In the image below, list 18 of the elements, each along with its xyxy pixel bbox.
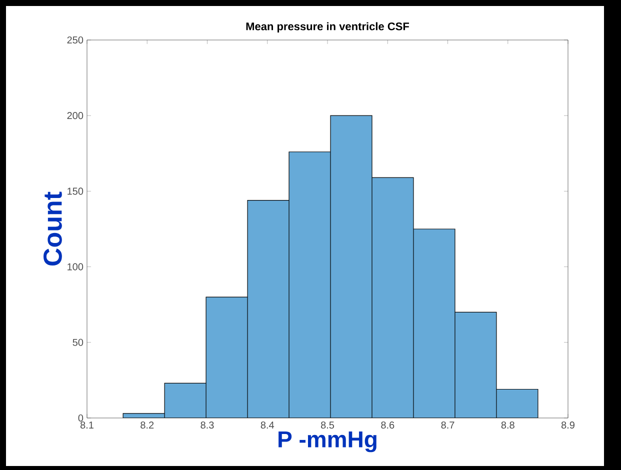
y-tick-label: 250 <box>67 36 84 44</box>
x-tick-label: 8.1 <box>80 422 94 429</box>
x-tick-label: 8.4 <box>260 422 274 429</box>
y-tick-label: 100 <box>68 263 84 270</box>
chart-title: Mean pressure in ventricle CSF <box>246 22 410 32</box>
y-tick-label: 0 <box>78 414 84 422</box>
x-tick-label: 8.2 <box>140 422 154 429</box>
x-tick-label: 8.7 <box>441 422 454 429</box>
x-tick-label: 8.9 <box>561 422 574 429</box>
x-tick-label: 8.3 <box>200 422 214 429</box>
y-axis-title: Count <box>44 192 62 266</box>
y-tick-label: 200 <box>67 112 84 120</box>
x-tick-label: 8.8 <box>501 422 514 429</box>
y-tick-label: 150 <box>68 188 84 195</box>
x-tick-label: 8.5 <box>320 422 334 429</box>
y-tick-label: 50 <box>72 338 84 346</box>
x-axis-title: P -mmHg <box>278 431 376 452</box>
x-tick-label: 8.6 <box>381 422 394 429</box>
